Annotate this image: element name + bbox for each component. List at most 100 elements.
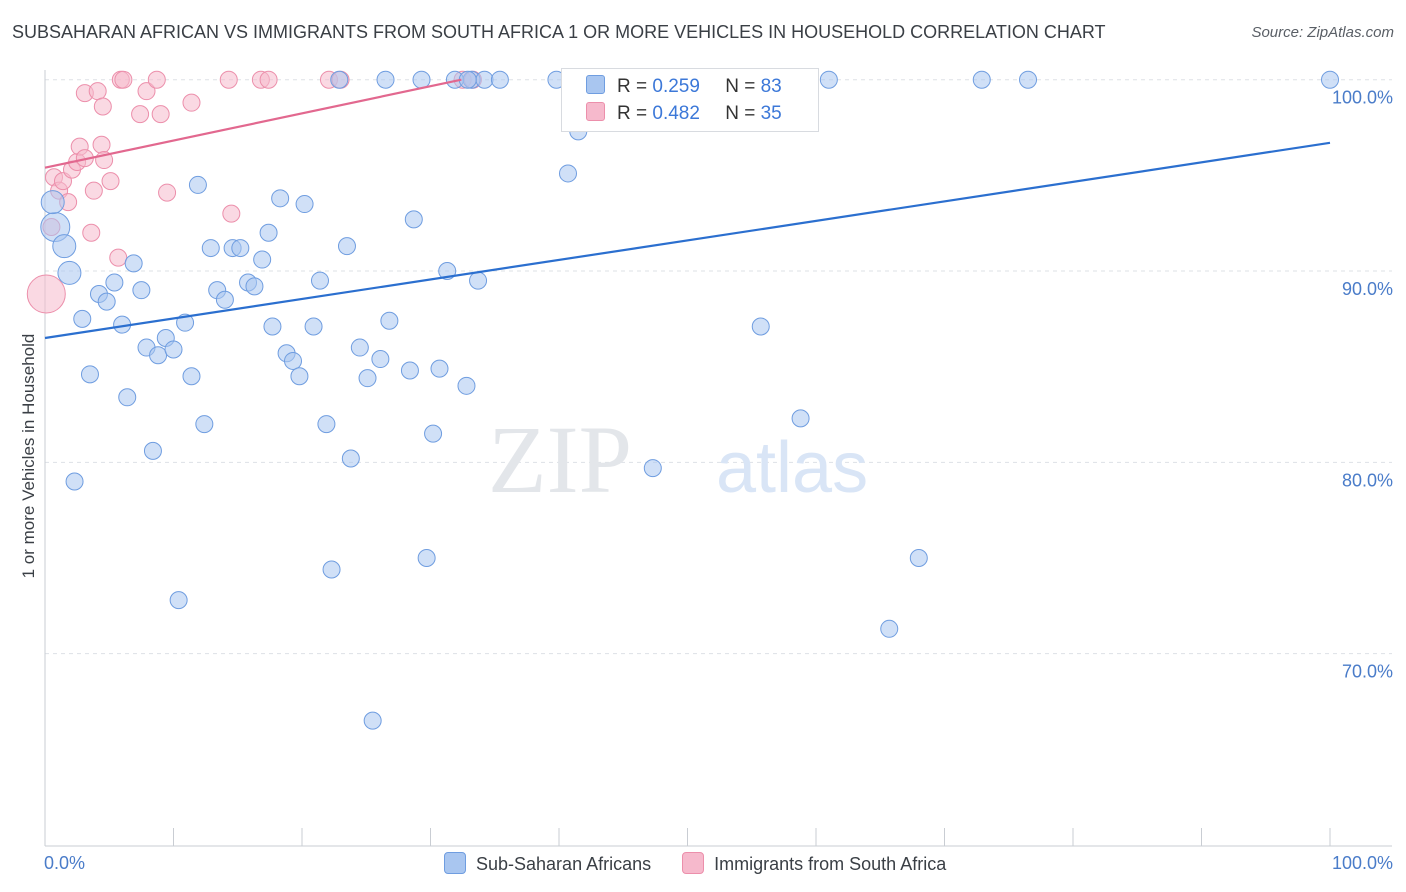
point-sub-saharan — [458, 70, 477, 89]
grid-lines — [45, 79, 1392, 655]
watermark: ZIP atlas — [488, 406, 868, 513]
r-label: R = — [617, 103, 653, 124]
point-sub-saharan — [376, 70, 395, 89]
point-sub-saharan — [341, 449, 360, 468]
watermark-zip: ZIP — [488, 406, 632, 513]
point-south-africa — [182, 93, 201, 112]
point-sub-saharan — [290, 367, 309, 386]
point-south-africa — [101, 172, 120, 191]
point-sub-saharan — [643, 459, 662, 478]
point-sub-saharan — [231, 239, 250, 258]
point-sub-saharan — [337, 237, 356, 256]
point-sub-saharan — [259, 223, 278, 242]
point-sub-saharan — [430, 359, 449, 378]
point-sub-saharan — [358, 369, 377, 388]
point-south-africa — [151, 105, 170, 124]
point-sub-saharan — [909, 549, 928, 568]
x-tick-label: 100.0% — [1332, 853, 1393, 873]
point-sub-saharan — [195, 415, 214, 434]
point-sub-saharan — [97, 292, 116, 311]
point-sub-saharan — [215, 290, 234, 309]
point-sub-saharan — [350, 338, 369, 357]
source-label: Source: ZipAtlas.com — [1251, 24, 1394, 41]
point-sub-saharan — [751, 317, 770, 336]
blue-swatch-icon — [586, 75, 605, 94]
stats-row-sub-saharan: R = 0.259 N = 83 — [586, 75, 782, 99]
stats-row-south-africa: R = 0.482 N = 35 — [586, 102, 782, 126]
point-sub-saharan — [363, 711, 382, 730]
y-tick-label: 90.0% — [1342, 279, 1393, 299]
y-axis-label: 1 or more Vehicles in Household — [19, 334, 38, 579]
point-south-africa — [147, 70, 166, 89]
r-value: 0.259 — [652, 76, 700, 97]
point-sub-saharan — [457, 376, 476, 395]
point-south-africa — [84, 181, 103, 200]
point-sub-saharan — [310, 271, 329, 290]
x-tick-label: 0.0% — [44, 853, 85, 873]
y-tick-labels: 100.0% 90.0% 80.0% 70.0% — [1332, 88, 1393, 682]
trend-lines — [44, 78, 1331, 340]
point-sub-saharan — [304, 317, 323, 336]
point-sub-saharan — [263, 317, 282, 336]
point-sub-saharan — [80, 365, 99, 384]
point-sub-saharan — [380, 311, 399, 330]
point-south-africa — [222, 204, 241, 223]
point-sub-saharan — [330, 70, 349, 89]
point-south-africa — [92, 135, 111, 154]
series-legend: Sub-Saharan Africans Immigrants from Sou… — [444, 852, 972, 875]
point-sub-saharan — [295, 195, 314, 214]
series-sub-saharan-africans — [40, 70, 1339, 730]
legend-label: Immigrants from South Africa — [714, 854, 947, 874]
point-south-africa — [82, 223, 101, 242]
point-sub-saharan — [412, 70, 431, 89]
point-sub-saharan — [149, 346, 168, 365]
point-sub-saharan — [317, 415, 336, 434]
y-tick-label: 80.0% — [1342, 470, 1393, 490]
point-sub-saharan — [400, 361, 419, 380]
point-sub-saharan — [253, 250, 272, 269]
point-sub-saharan — [322, 560, 341, 579]
point-sub-saharan — [118, 388, 137, 407]
point-sub-saharan — [201, 239, 220, 258]
point-sub-saharan — [73, 309, 92, 328]
point-sub-saharan — [424, 424, 443, 443]
point-sub-saharan — [972, 70, 991, 89]
x-tick-labels: 0.0% 100.0% — [44, 853, 1393, 873]
n-label: N = — [725, 76, 761, 97]
chart-title: SUBSAHARAN AFRICAN VS IMMIGRANTS FROM SO… — [12, 22, 1106, 42]
point-sub-saharan — [164, 340, 183, 359]
trend-line-south-africa — [44, 78, 462, 169]
point-sub-saharan — [105, 273, 124, 292]
point-sub-saharan — [371, 350, 390, 369]
legend-item-sub-saharan[interactable]: Sub-Saharan Africans — [444, 852, 651, 875]
point-sub-saharan — [132, 281, 151, 300]
point-sub-saharan — [1019, 70, 1038, 89]
point-south-africa — [109, 248, 128, 267]
r-value: 0.482 — [652, 103, 700, 124]
point-sub-saharan — [57, 260, 82, 285]
point-sub-saharan — [143, 441, 162, 460]
point-sub-saharan — [819, 70, 838, 89]
point-sub-saharan — [169, 591, 188, 610]
n-value: 35 — [760, 103, 782, 124]
point-sub-saharan — [182, 367, 201, 386]
point-sub-saharan — [271, 189, 290, 208]
point-south-africa — [93, 97, 112, 116]
n-label: N = — [725, 103, 761, 124]
point-sub-saharan — [475, 70, 494, 89]
point-sub-saharan — [880, 619, 899, 638]
point-sub-saharan — [1321, 70, 1339, 89]
point-south-africa — [219, 70, 238, 89]
point-south-africa — [131, 105, 150, 124]
point-sub-saharan — [284, 351, 303, 370]
n-value: 83 — [760, 76, 782, 97]
point-sub-saharan — [490, 70, 509, 89]
point-south-africa — [259, 70, 278, 89]
trend-line-sub-saharan — [44, 141, 1331, 340]
point-sub-saharan — [417, 549, 436, 568]
point-south-africa — [114, 70, 133, 89]
legend-item-south-africa[interactable]: Immigrants from South Africa — [682, 852, 946, 875]
point-sub-saharan — [245, 277, 264, 296]
point-sub-saharan — [40, 190, 65, 215]
